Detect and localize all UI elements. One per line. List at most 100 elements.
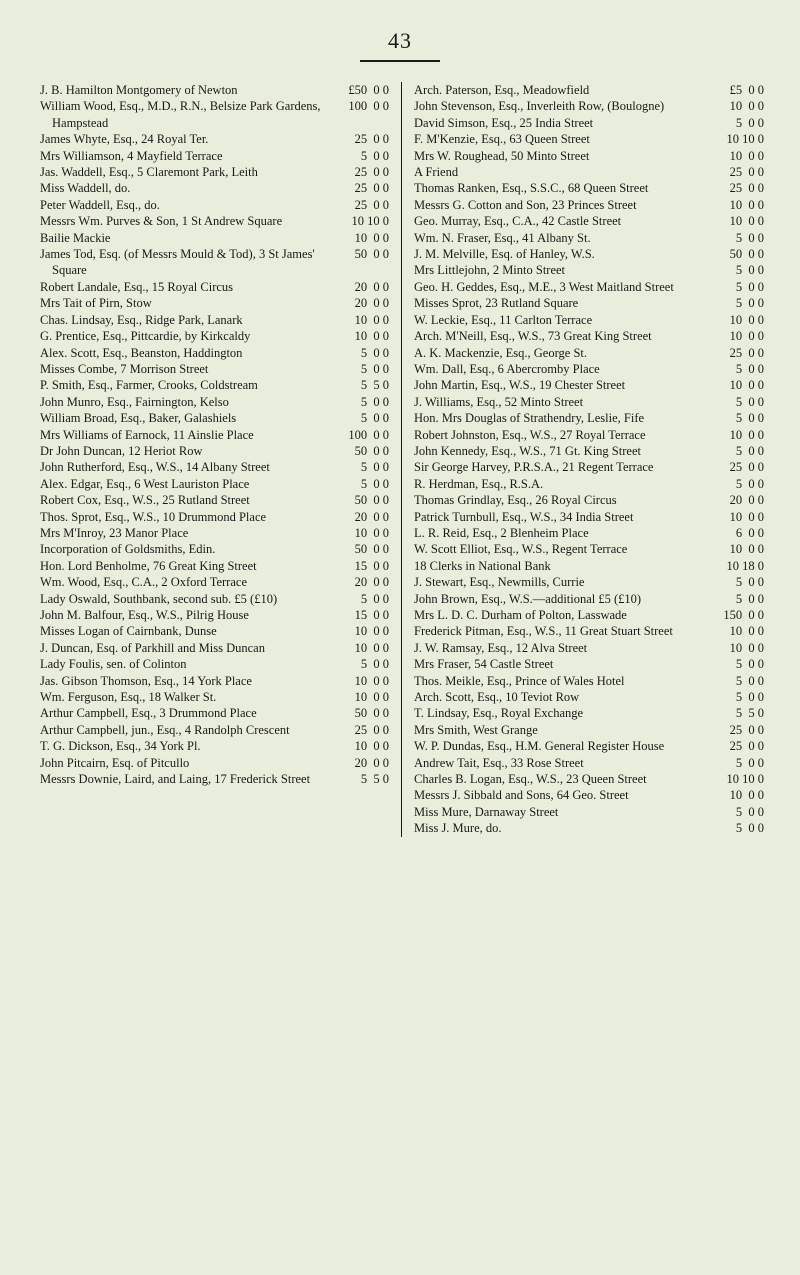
entry-description: Mrs Tait of Pirn, Stow [40, 295, 333, 311]
entry-description: James Tod, Esq. (of Messrs Mould & Tod),… [40, 246, 333, 279]
page-number: 43 [0, 0, 800, 54]
ledger-entry: P. Smith, Esq., Farmer, Crooks, Coldstre… [40, 377, 389, 393]
ledger-entry: Mrs Williamson, 4 Mayfield Terrace 5 0 0 [40, 148, 389, 164]
entry-description: G. Prentice, Esq., Pittcardie, by Kirkca… [40, 328, 333, 344]
entry-amount: 50 0 0 [333, 541, 389, 557]
entry-description: Charles B. Logan, Esq., W.S., 23 Queen S… [414, 771, 708, 787]
entry-amount: 20 0 0 [333, 295, 389, 311]
ledger-entry: J. Williams, Esq., 52 Minto Street 5 0 0 [414, 394, 764, 410]
entry-amount: 6 0 0 [708, 525, 764, 541]
entry-amount: 10 10 0 [708, 131, 764, 147]
entry-description: John Pitcairn, Esq. of Pitcullo [40, 755, 333, 771]
entry-description: Wm. N. Fraser, Esq., 41 Albany St. [414, 230, 708, 246]
entry-description: Mrs Littlejohn, 2 Minto Street [414, 262, 708, 278]
entry-description: T. Lindsay, Esq., Royal Exchange [414, 705, 708, 721]
ledger-entry: J. Duncan, Esq. of Parkhill and Miss Dun… [40, 640, 389, 656]
entry-description: Thos. Meikle, Esq., Prince of Wales Hote… [414, 673, 708, 689]
ledger-entry: Mrs Littlejohn, 2 Minto Street 5 0 0 [414, 262, 764, 278]
entry-amount: 5 0 0 [333, 656, 389, 672]
entry-description: John Rutherford, Esq., W.S., 14 Albany S… [40, 459, 333, 475]
ledger-entry: Wm. Ferguson, Esq., 18 Walker St. 10 0 0 [40, 689, 389, 705]
entry-amount: 25 0 0 [333, 180, 389, 196]
entry-description: Arthur Campbell, Esq., 3 Drummond Place [40, 705, 333, 721]
entry-description: William Broad, Esq., Baker, Galashiels [40, 410, 333, 426]
entry-description: J. B. Hamilton Montgomery of Newton [40, 82, 333, 98]
entry-amount: 20 0 0 [708, 492, 764, 508]
entry-amount: 15 0 0 [333, 558, 389, 574]
entry-description: Thomas Grindlay, Esq., 26 Royal Circus [414, 492, 708, 508]
entry-description: Thos. Sprot, Esq., W.S., 10 Drummond Pla… [40, 509, 333, 525]
entry-description: Sir George Harvey, P.R.S.A., 21 Regent T… [414, 459, 708, 475]
ledger-entry: T. Lindsay, Esq., Royal Exchange 5 5 0 [414, 705, 764, 721]
ledger-entry: Messrs Downie, Laird, and Laing, 17 Fred… [40, 771, 389, 787]
entry-amount: 5 5 0 [708, 705, 764, 721]
entry-description: James Whyte, Esq., 24 Royal Ter. [40, 131, 333, 147]
ledger-entry: James Whyte, Esq., 24 Royal Ter. 25 0 0 [40, 131, 389, 147]
ledger-entry: J. B. Hamilton Montgomery of Newton £50 … [40, 82, 389, 98]
entry-amount: 100 0 0 [333, 98, 389, 114]
entry-description: Arch. Paterson, Esq., Meadowfield [414, 82, 708, 98]
ledger-entry: William Wood, Esq., M.D., R.N., Belsize … [40, 98, 389, 131]
entry-amount: 10 0 0 [333, 312, 389, 328]
entry-description: Alex. Edgar, Esq., 6 West Lauriston Plac… [40, 476, 333, 492]
ledger-entry: J. W. Ramsay, Esq., 12 Alva Street 10 0 … [414, 640, 764, 656]
entry-amount: 50 0 0 [333, 492, 389, 508]
entry-amount: 5 0 0 [708, 410, 764, 426]
ledger-entry: Miss Mure, Darnaway Street 5 0 0 [414, 804, 764, 820]
ledger-entry: Lady Oswald, Southbank, second sub. £5 (… [40, 591, 389, 607]
entry-amount: 10 0 0 [708, 98, 764, 114]
ledger-column-left: J. B. Hamilton Montgomery of Newton £50 … [40, 82, 402, 837]
ledger-entry: Mrs Tait of Pirn, Stow 20 0 0 [40, 295, 389, 311]
entry-amount: 5 0 0 [708, 574, 764, 590]
entry-amount: 10 0 0 [333, 640, 389, 656]
entry-description: Mrs Williams of Earnock, 11 Ainslie Plac… [40, 427, 333, 443]
entry-description: Arch. Scott, Esq., 10 Teviot Row [414, 689, 708, 705]
entry-description: W. P. Dundas, Esq., H.M. General Registe… [414, 738, 708, 754]
entry-description: J. Stewart, Esq., Newmills, Currie [414, 574, 708, 590]
ledger-entry: John Pitcairn, Esq. of Pitcullo 20 0 0 [40, 755, 389, 771]
ledger-entry: Jas. Waddell, Esq., 5 Claremont Park, Le… [40, 164, 389, 180]
entry-description: Lady Foulis, sen. of Colinton [40, 656, 333, 672]
ledger-entry: Mrs M'Inroy, 23 Manor Place 10 0 0 [40, 525, 389, 541]
entry-amount: 5 0 0 [708, 804, 764, 820]
entry-description: Messrs Downie, Laird, and Laing, 17 Fred… [40, 771, 333, 787]
ledger-entry: John Brown, Esq., W.S.—additional £5 (£1… [414, 591, 764, 607]
ledger-entry: G. Prentice, Esq., Pittcardie, by Kirkca… [40, 328, 389, 344]
entry-description: Dr John Duncan, 12 Heriot Row [40, 443, 333, 459]
entry-description: Miss Mure, Darnaway Street [414, 804, 708, 820]
entry-description: Robert Landale, Esq., 15 Royal Circus [40, 279, 333, 295]
entry-amount: 5 0 0 [333, 410, 389, 426]
entry-amount: 20 0 0 [333, 755, 389, 771]
entry-amount: 10 0 0 [708, 213, 764, 229]
entry-description: Alex. Scott, Esq., Beanston, Haddington [40, 345, 333, 361]
entry-amount: 10 0 0 [708, 328, 764, 344]
ledger-entry: John Rutherford, Esq., W.S., 14 Albany S… [40, 459, 389, 475]
entry-description: Wm. Wood, Esq., C.A., 2 Oxford Terrace [40, 574, 333, 590]
entry-amount: 10 0 0 [333, 689, 389, 705]
entry-description: Messrs J. Sibbald and Sons, 64 Geo. Stre… [414, 787, 708, 803]
entry-amount: 5 0 0 [708, 591, 764, 607]
entry-description: Messrs Wm. Purves & Son, 1 St Andrew Squ… [40, 213, 333, 229]
entry-description: Thomas Ranken, Esq., S.S.C., 68 Queen St… [414, 180, 708, 196]
entry-description: R. Herdman, Esq., R.S.A. [414, 476, 708, 492]
entry-amount: 10 0 0 [708, 377, 764, 393]
ledger-entry: William Broad, Esq., Baker, Galashiels 5… [40, 410, 389, 426]
ledger-entry: Hon. Lord Benholme, 76 Great King Street… [40, 558, 389, 574]
entry-description: John M. Balfour, Esq., W.S., Pilrig Hous… [40, 607, 333, 623]
entry-description: J. W. Ramsay, Esq., 12 Alva Street [414, 640, 708, 656]
ledger-entry: Miss J. Mure, do. 5 0 0 [414, 820, 764, 836]
ledger-entry: A Friend 25 0 0 [414, 164, 764, 180]
ledger-entry: Chas. Lindsay, Esq., Ridge Park, Lanark … [40, 312, 389, 328]
page: 43 J. B. Hamilton Montgomery of Newton £… [0, 0, 800, 1275]
ledger-entry: Geo. Murray, Esq., C.A., 42 Castle Stree… [414, 213, 764, 229]
entry-description: Bailie Mackie [40, 230, 333, 246]
entry-amount: 5 0 0 [708, 361, 764, 377]
entry-description: Misses Logan of Cairnbank, Dunse [40, 623, 333, 639]
entry-description: Incorporation of Goldsmiths, Edin. [40, 541, 333, 557]
two-column-layout: J. B. Hamilton Montgomery of Newton £50 … [0, 62, 800, 837]
ledger-entry: John Stevenson, Esq., Inverleith Row, (B… [414, 98, 764, 114]
ledger-entry: Frederick Pitman, Esq., W.S., 11 Great S… [414, 623, 764, 639]
entry-description: Hon. Mrs Douglas of Strathendry, Leslie,… [414, 410, 708, 426]
entry-description: Mrs Williamson, 4 Mayfield Terrace [40, 148, 333, 164]
entry-amount: £5 0 0 [708, 82, 764, 98]
